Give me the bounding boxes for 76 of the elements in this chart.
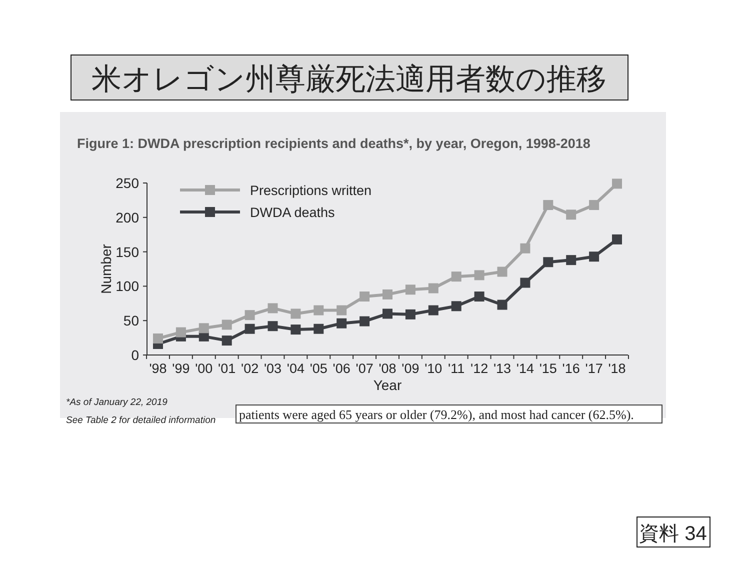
point xyxy=(222,320,232,330)
y-tick-label: 200 xyxy=(116,209,140,226)
x-tick-label: '05 xyxy=(310,361,328,376)
chart-subtitle: Figure 1: DWDA prescription recipients and deaths*, by year, Oregon, 1998-2018 xyxy=(77,136,591,151)
y-tick-label: 50 xyxy=(123,312,140,329)
point xyxy=(244,310,255,320)
point xyxy=(543,257,554,268)
point xyxy=(451,301,462,312)
point xyxy=(153,333,163,344)
x-tick-label: '13 xyxy=(493,361,512,376)
point xyxy=(520,278,530,288)
point xyxy=(497,300,508,310)
text: See Table 2 for detailed information xyxy=(66,415,216,426)
x-tick-label: '09 xyxy=(402,361,420,376)
point xyxy=(543,200,554,210)
y-tick-label: 150 xyxy=(116,244,140,260)
x-tick-label: '00 xyxy=(195,361,213,376)
text: patients were aged 65 years or older (79.2%), and most had cancer (62.5%). xyxy=(239,407,634,422)
point xyxy=(336,318,347,328)
text: 資料 34 xyxy=(639,523,707,545)
x-tick-label: '18 xyxy=(608,361,626,376)
point xyxy=(314,324,324,334)
y-tick-label: 250 xyxy=(116,175,140,191)
point xyxy=(589,252,600,262)
point xyxy=(474,270,484,280)
point xyxy=(382,289,392,300)
x-axis-title: Year xyxy=(373,377,402,393)
point xyxy=(360,316,370,326)
x-tick-label: '17 xyxy=(585,361,603,376)
x-tick-label: '02 xyxy=(241,361,259,376)
point xyxy=(612,178,622,189)
x-tick-label: '03 xyxy=(264,361,282,376)
point xyxy=(314,305,324,316)
point xyxy=(268,303,278,314)
point xyxy=(405,284,416,295)
point xyxy=(520,243,530,254)
point xyxy=(176,327,186,338)
x-tick-label: '99 xyxy=(172,361,190,376)
y-tick-label: 100 xyxy=(116,278,140,294)
x-tick-label: '07 xyxy=(356,361,374,376)
x-tick-label: '04 xyxy=(286,361,305,376)
point xyxy=(566,210,576,220)
point xyxy=(222,336,232,346)
point xyxy=(428,283,438,294)
point xyxy=(428,305,438,316)
x-tick-label: '12 xyxy=(470,361,488,376)
point xyxy=(382,308,392,319)
point xyxy=(566,255,576,266)
point xyxy=(290,324,301,335)
x-tick-label: '98 xyxy=(149,361,167,376)
point xyxy=(589,200,600,210)
x-tick-label: '16 xyxy=(562,361,580,376)
text: *As of January 22, 2019 xyxy=(66,397,168,408)
chart-title: 米オレゴン州尊厳死法適用者数の推移 xyxy=(92,63,606,96)
x-tick-label: '06 xyxy=(332,361,350,376)
point xyxy=(497,266,508,277)
y-tick-label: 0 xyxy=(131,347,140,363)
point xyxy=(612,234,622,244)
y-axis-title: Number xyxy=(98,244,114,294)
point xyxy=(360,292,370,302)
legend-label: DWDA deaths xyxy=(250,205,336,220)
x-tick-label: '10 xyxy=(424,361,442,376)
point xyxy=(405,309,416,320)
point xyxy=(268,321,278,332)
legend-label: Prescriptions written xyxy=(250,183,372,198)
point xyxy=(451,272,462,282)
point xyxy=(336,305,347,316)
point xyxy=(474,292,484,302)
point xyxy=(244,324,255,334)
x-tick-label: '15 xyxy=(539,361,557,376)
point xyxy=(290,308,301,319)
x-tick-label: '11 xyxy=(448,361,465,376)
x-tick-label: '14 xyxy=(516,361,534,376)
x-tick-label: '01 xyxy=(218,361,236,376)
point xyxy=(198,323,209,334)
x-tick-label: '08 xyxy=(378,361,396,376)
